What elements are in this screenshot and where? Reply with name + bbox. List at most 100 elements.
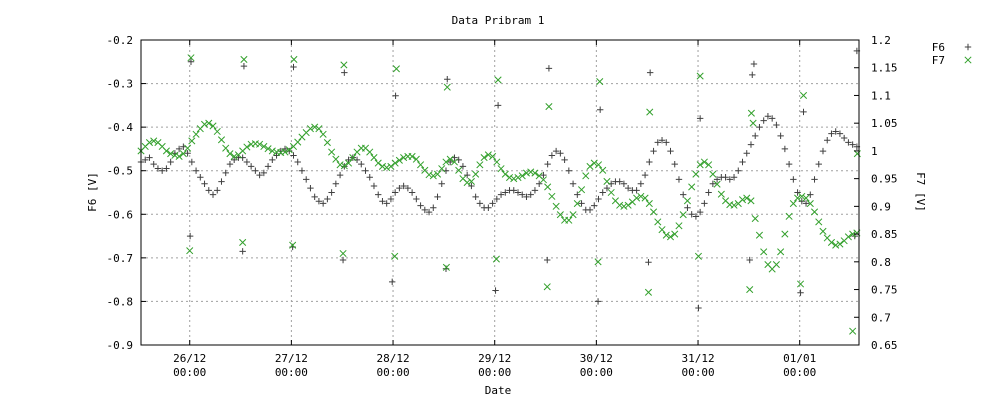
data-point-f7 (603, 177, 611, 185)
series-f6 (137, 47, 861, 312)
data-point-f6 (845, 139, 852, 146)
data-point-f6 (557, 150, 564, 157)
data-point-f7 (442, 263, 450, 271)
data-point-f6 (832, 128, 839, 135)
data-point-f6 (311, 193, 318, 201)
data-point-f7 (755, 231, 764, 239)
y-tick-label-right: 0.65 (871, 339, 898, 352)
data-point-f6 (240, 62, 248, 70)
data-point-f6 (489, 200, 496, 207)
data-point-f6 (637, 180, 645, 187)
data-point-f6 (569, 180, 577, 187)
data-point-f6 (768, 115, 776, 122)
data-point-f7 (323, 139, 331, 147)
data-point-f7 (594, 258, 602, 266)
data-point-f7 (217, 136, 226, 144)
data-point-f6 (545, 65, 553, 72)
data-point-f6 (514, 189, 522, 196)
data-point-f7 (289, 241, 297, 249)
data-point-f7 (849, 327, 857, 335)
y-tick-label-right: 1.1 (871, 89, 891, 102)
data-point-f7 (662, 231, 670, 239)
data-point-f6 (252, 167, 259, 174)
data-point-f6 (379, 198, 386, 205)
data-point-f6 (807, 191, 814, 198)
data-point-f6 (594, 298, 602, 305)
data-point-f7 (256, 140, 264, 148)
data-point-f6 (197, 174, 204, 181)
data-point-f7 (240, 55, 248, 63)
data-point-f7 (747, 109, 755, 117)
data-point-f6 (485, 204, 492, 211)
x-tick-label-time: 00:00 (580, 366, 613, 379)
data-point-f7 (340, 162, 348, 170)
data-point-f7 (268, 147, 276, 155)
data-point-f6 (773, 121, 780, 129)
data-point-f7 (590, 159, 598, 167)
data-point-f6 (218, 178, 225, 185)
data-point-f7 (345, 159, 353, 167)
y-tick-label-left: -0.2 (107, 34, 134, 47)
data-point-f6 (298, 167, 306, 174)
data-point-f6 (472, 193, 479, 201)
data-point-f6 (404, 184, 412, 192)
data-point-f6 (578, 200, 585, 207)
data-point-f7 (222, 144, 230, 152)
data-point-f7 (400, 154, 408, 162)
data-point-f7 (794, 194, 802, 202)
data-point-f6 (375, 191, 382, 198)
y-tick-label-right: 0.85 (871, 228, 898, 241)
data-point-f6 (187, 58, 195, 65)
data-point-f7 (395, 156, 403, 164)
legend-label-f6: F6 (932, 41, 945, 54)
x-tick-label-date: 29/12 (478, 352, 511, 365)
data-point-f6 (192, 167, 200, 174)
data-point-f6 (209, 191, 217, 198)
data-point-f7 (849, 230, 857, 238)
data-point-f7 (573, 200, 581, 208)
data-point-f7 (853, 150, 861, 158)
data-point-f7 (645, 200, 653, 208)
data-point-f6 (201, 180, 208, 187)
data-point-f7 (387, 162, 395, 170)
data-point-f6 (574, 191, 581, 198)
data-point-f7 (844, 233, 852, 241)
data-point-f6 (726, 176, 734, 183)
x-tick-label-time: 00:00 (478, 366, 511, 379)
data-point-f6 (444, 76, 451, 83)
data-point-f7 (633, 194, 641, 202)
data-point-f6 (366, 174, 373, 181)
data-point-f7 (200, 120, 209, 128)
x-tick-label-date: 30/12 (580, 352, 613, 365)
data-point-f6 (408, 189, 416, 196)
data-point-f7 (679, 211, 687, 219)
y-tick-label-right: 0.75 (871, 284, 898, 297)
y-tick-label-left: -0.9 (107, 339, 134, 352)
data-point-f7 (392, 65, 400, 73)
data-point-f6 (620, 180, 628, 187)
data-point-f7 (370, 154, 378, 162)
data-point-f7 (150, 137, 158, 145)
data-point-f6 (548, 152, 556, 159)
data-point-f6 (315, 198, 323, 205)
data-point-f7 (806, 200, 814, 208)
data-point-f7 (650, 208, 658, 216)
data-point-f6 (695, 304, 702, 312)
data-point-f7 (836, 240, 844, 248)
series-f7 (137, 54, 861, 335)
data-point-f7 (467, 177, 475, 185)
data-point-f7 (290, 55, 298, 63)
legend-label-f7: F7 (932, 54, 945, 67)
data-point-f7 (472, 170, 480, 178)
data-point-f7 (450, 158, 459, 166)
data-point-f6 (781, 145, 789, 153)
y-tick-label-right: 1.15 (871, 62, 898, 75)
data-point-f6 (675, 176, 683, 183)
data-point-f7 (751, 215, 759, 223)
data-point-f7 (815, 218, 823, 226)
data-point-f7 (497, 165, 505, 173)
data-point-f6 (756, 123, 763, 131)
data-point-f6 (815, 160, 822, 168)
data-point-f6 (641, 171, 649, 179)
data-point-f7 (505, 173, 514, 182)
